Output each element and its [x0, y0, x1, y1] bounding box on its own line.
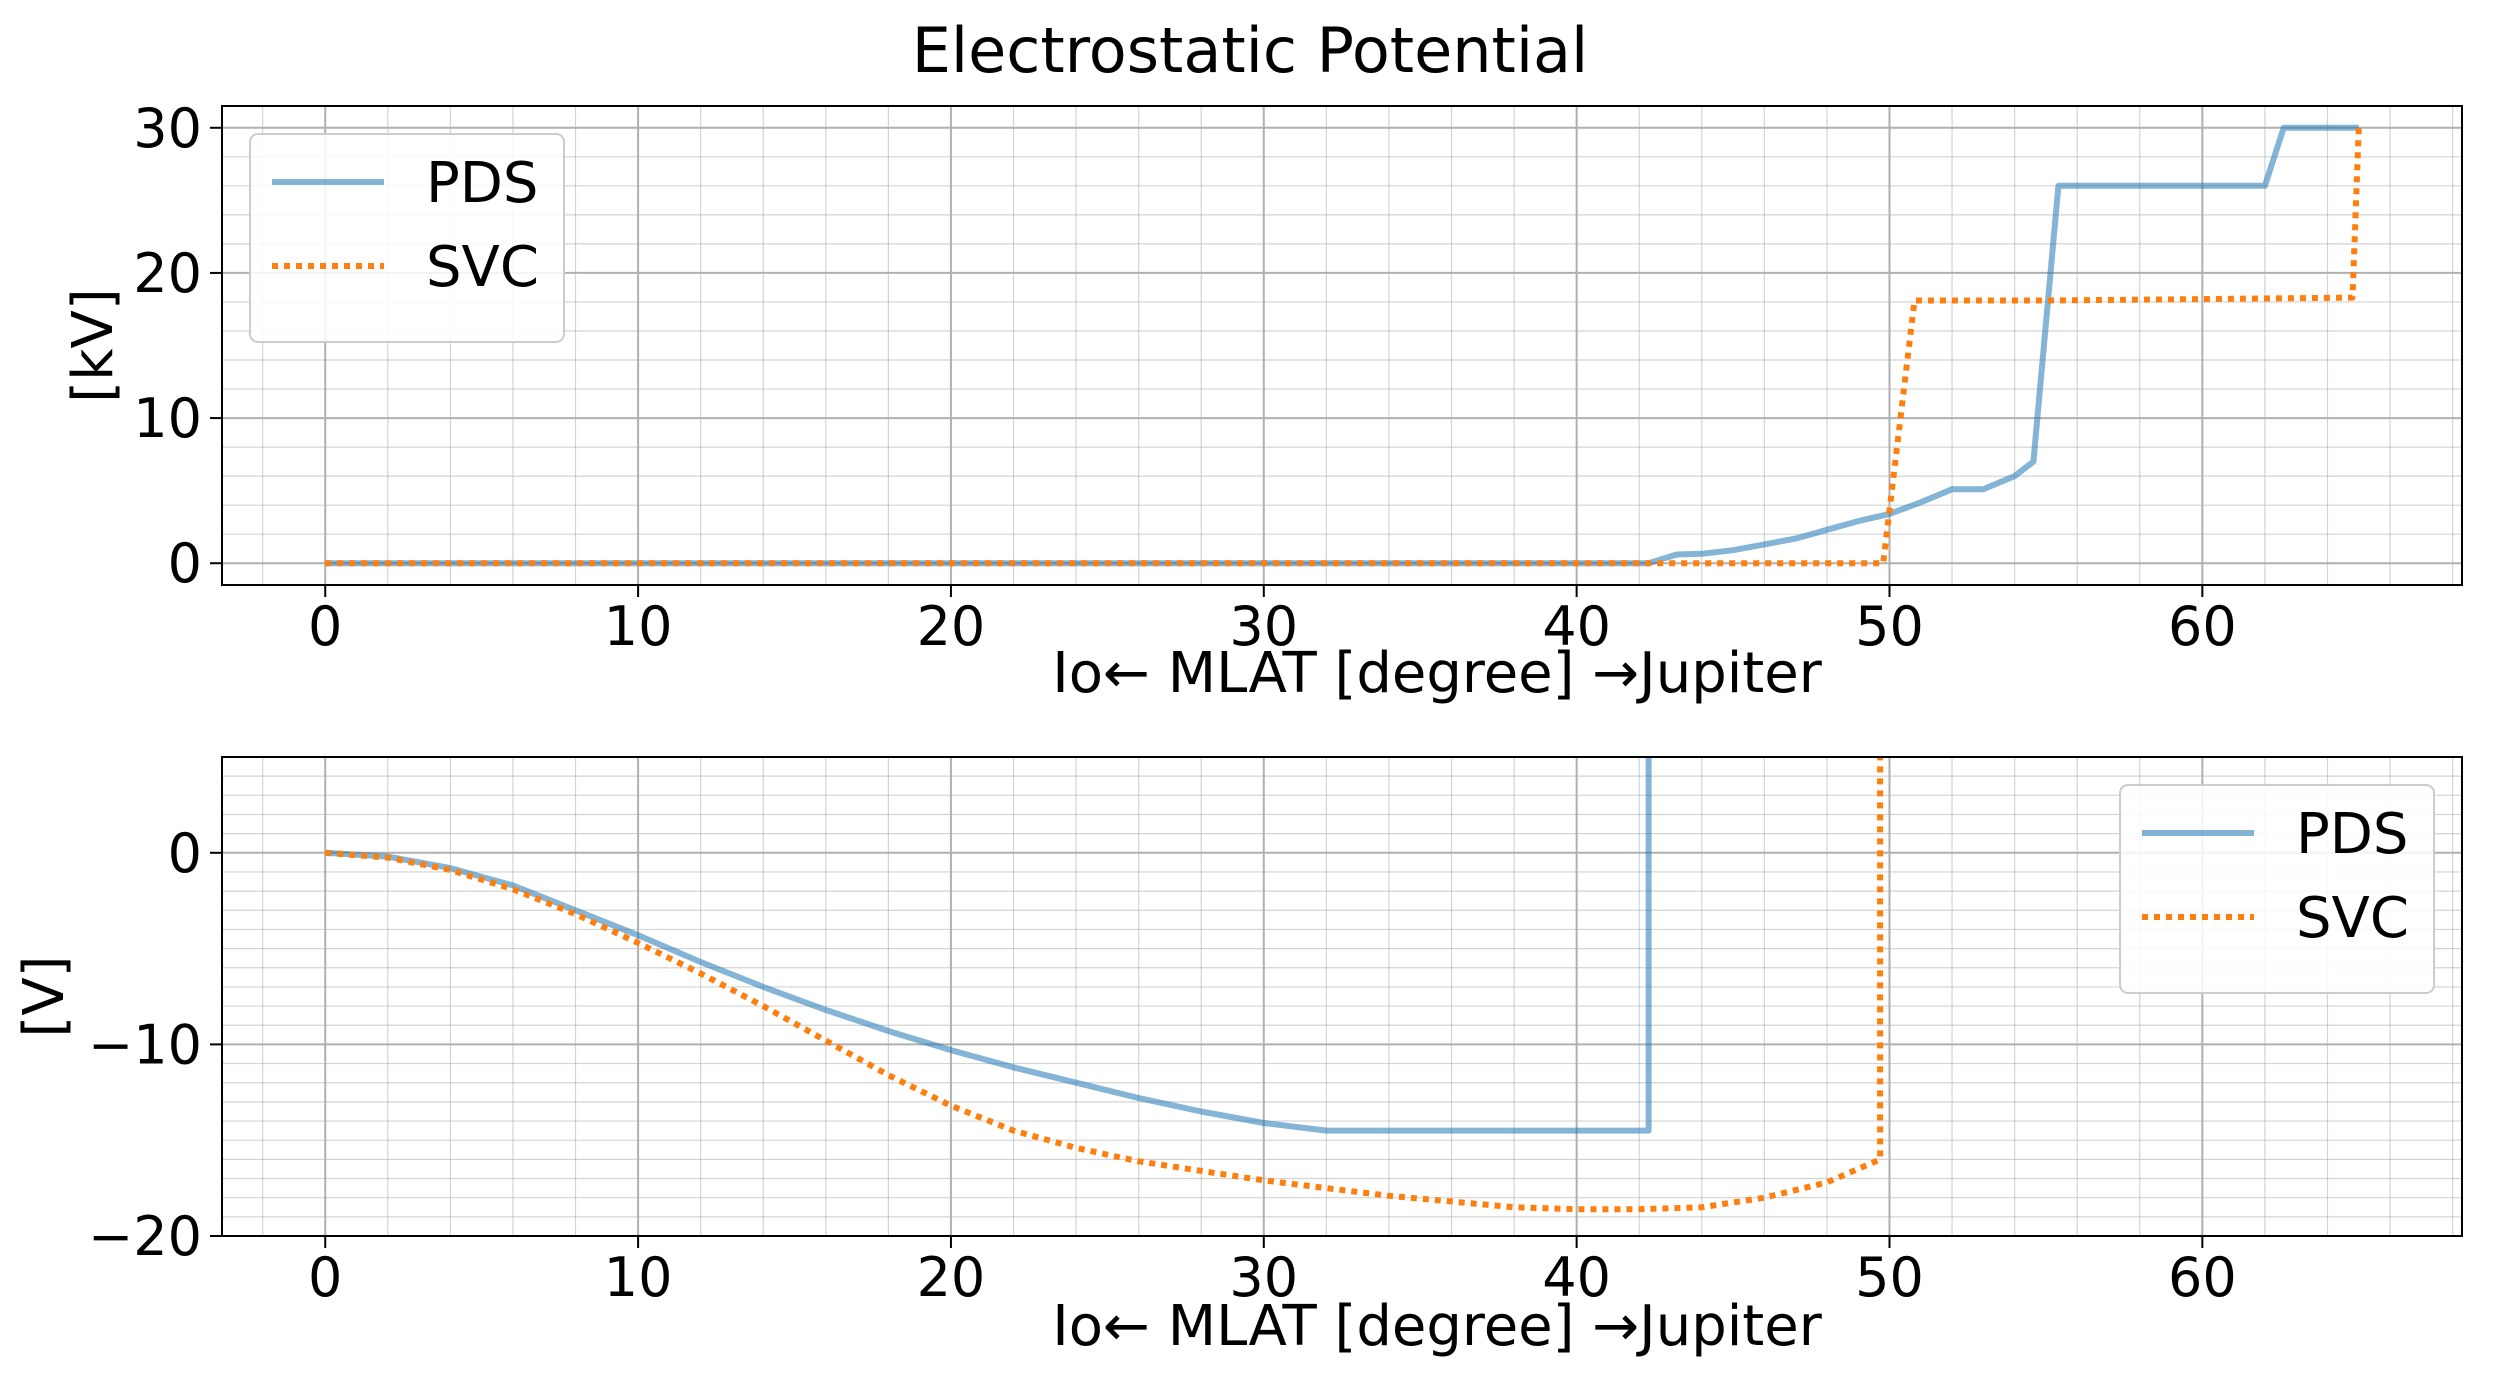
series-line-pds — [325, 124, 2359, 567]
figure-title: Electrostatic Potential — [912, 14, 1589, 87]
x-tick-label: 0 — [308, 1246, 342, 1309]
y-tick-label: 0 — [168, 532, 202, 595]
y-tick-label: −10 — [88, 1013, 202, 1076]
x-tick-label: 30 — [1229, 595, 1298, 658]
x-tick-label: 20 — [917, 1246, 986, 1309]
legend-label-svc: SVC — [426, 235, 539, 300]
x-axis-label: Io← MLAT [degree] →Jupiter — [1052, 1294, 1822, 1359]
x-tick-label: 50 — [1855, 595, 1924, 658]
axes-frame — [221, 756, 2463, 1237]
x-tick-label: 50 — [1855, 1246, 1924, 1309]
x-tick-label: 20 — [917, 595, 986, 658]
x-tick-label: 60 — [2168, 1246, 2237, 1309]
axes-frame — [221, 105, 2463, 586]
panel-potential-v: 0 10 20 30 40 50 60 −20 −10 0 Io← MLAT [degree] →J… — [12, 756, 2463, 1359]
y-axis-label: [V] — [12, 955, 77, 1037]
legend-label-svc: SVC — [2296, 886, 2409, 951]
x-tick-label: 10 — [604, 1246, 673, 1309]
x-tick-label: 10 — [604, 595, 673, 658]
x-tick-label: 30 — [1229, 1246, 1298, 1309]
y-tick-label: 0 — [168, 822, 202, 885]
legend-box — [2119, 784, 2435, 994]
legend-box — [249, 133, 565, 343]
legend-label-pds: PDS — [426, 151, 538, 216]
x-tick-label: 60 — [2168, 595, 2237, 658]
series-group — [324, 757, 1884, 1213]
x-tick-label: 0 — [308, 595, 342, 658]
legend-label-pds: PDS — [2296, 802, 2408, 867]
x-tick-label: 40 — [1542, 1246, 1611, 1309]
series-line-pds — [325, 757, 1652, 1134]
y-tick-label: −20 — [88, 1205, 202, 1268]
series-line-svc — [325, 127, 2362, 567]
y-tick-label: 30 — [133, 97, 202, 160]
x-axis-label: Io← MLAT [degree] →Jupiter — [1052, 641, 1822, 706]
series-line-svc — [324, 757, 1884, 1213]
grid — [222, 106, 2462, 585]
legend: PDS SVC — [2119, 784, 2435, 994]
series-group — [325, 124, 2362, 567]
y-axis-label: [kV] — [61, 288, 126, 402]
x-tick-label: 40 — [1542, 595, 1611, 658]
legend: PDS SVC — [249, 133, 565, 343]
y-tick-label: 20 — [133, 242, 202, 305]
y-tick-label: 10 — [133, 387, 202, 450]
grid — [222, 756, 2462, 1237]
